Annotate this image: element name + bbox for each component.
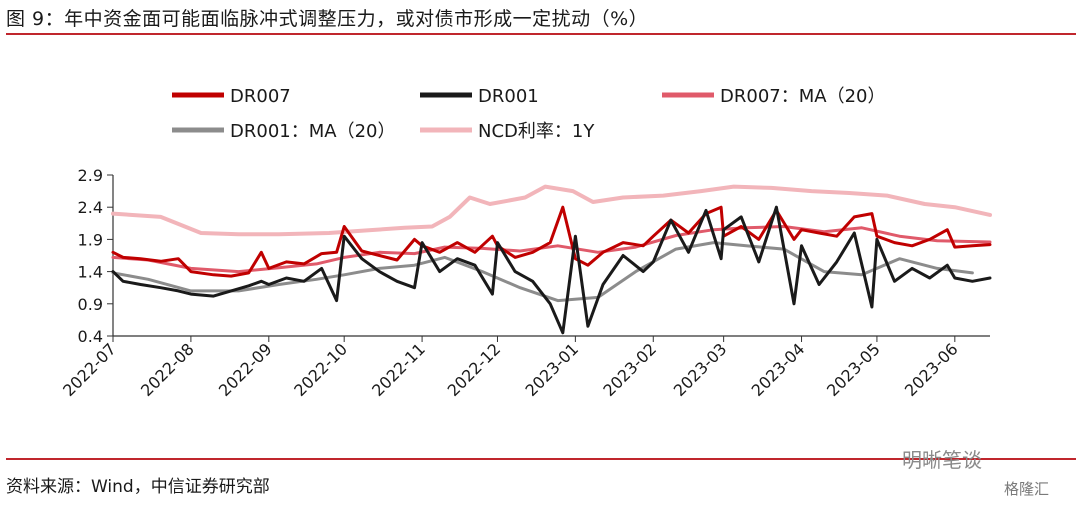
x-tick-label: 2023-04 — [748, 339, 809, 400]
top-rule — [6, 33, 1076, 35]
y-tick-label: 2.9 — [78, 166, 103, 185]
legend-label-2: DR007：MA（20） — [720, 86, 885, 107]
source-note: 资料来源：Wind，中信证券研究部 — [6, 477, 270, 497]
legend-label-0: DR007 — [230, 86, 291, 107]
legend-label-3: DR001：MA（20） — [230, 121, 395, 142]
y-tick-label: 1.9 — [78, 230, 103, 249]
y-tick-label: 0.9 — [78, 295, 103, 314]
x-tick-label: 2022-08 — [137, 339, 198, 400]
x-tick-label: 2022-10 — [290, 339, 351, 400]
chart-series — [111, 184, 992, 335]
bottom-rule — [6, 458, 1076, 460]
y-tick-label: 2.4 — [78, 198, 103, 217]
x-tick-label: 2022-11 — [368, 339, 429, 400]
x-tick-label: 2023-05 — [823, 339, 884, 400]
series-line-0 — [111, 205, 992, 278]
legend-label-4: NCD利率：1Y — [478, 121, 595, 142]
chart-legend: DR007 DR001 DR007：MA（20） DR001：MA（20） NCD利率：… — [172, 86, 885, 142]
y-tick-label: 0.4 — [78, 327, 103, 346]
watermark-secondary: 格隆汇 — [1004, 480, 1050, 498]
x-tick-label: 2022-09 — [215, 339, 276, 400]
legend-label-1: DR001 — [478, 86, 539, 107]
x-tick-label: 2023-02 — [599, 339, 660, 400]
x-tick-label: 2022-07 — [59, 339, 120, 400]
series-line-1 — [111, 205, 992, 335]
x-tick-label: 2023-06 — [901, 339, 962, 400]
x-tick-label: 2023-01 — [521, 339, 582, 400]
x-tick-label: 2022-12 — [444, 339, 505, 400]
y-tick-label: 1.4 — [78, 263, 103, 282]
x-tick-label: 2023-03 — [670, 339, 731, 400]
series-line-4 — [111, 184, 992, 237]
figure-title: 图 9：年中资金面可能面临脉冲式调整压力，或对债市形成一定扰动（%） — [6, 8, 649, 30]
watermark-primary: 明晰笔谈 — [902, 448, 982, 472]
line-chart: DR007 DR001 DR007：MA（20） DR001：MA（20） NCD利率：… — [59, 86, 992, 400]
